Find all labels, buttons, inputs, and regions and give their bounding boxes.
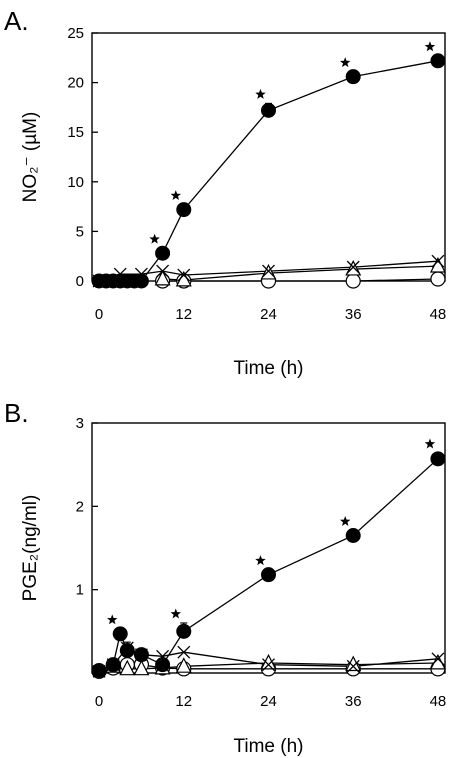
- data-point-filled-circle: [430, 53, 446, 69]
- y-axis-title: NO₂⁻ (µM): [20, 112, 41, 203]
- data-point-cross: [177, 268, 191, 282]
- x-tick-label: 0: [95, 306, 103, 323]
- x-tick-label: 0: [95, 693, 103, 710]
- y-tick-label: 5: [76, 223, 84, 240]
- cross-stroke: [262, 658, 275, 672]
- cross-stroke: [431, 254, 445, 268]
- significance-star: [339, 516, 351, 526]
- x-tick-label: 36: [345, 306, 362, 323]
- y-tick-label: 20: [67, 75, 84, 92]
- data-point-filled-circle: [91, 663, 107, 678]
- panel-label: A.: [4, 6, 29, 36]
- data-point-cross: [431, 254, 445, 268]
- y-tick-label: 10: [67, 174, 84, 191]
- cross-stroke: [346, 260, 360, 274]
- cross-stroke: [177, 268, 191, 282]
- data-point-filled-circle: [345, 528, 361, 543]
- data-point-filled-circle: [105, 657, 121, 673]
- data-point-filled-circle: [119, 643, 135, 658]
- data-point-filled-circle: [155, 657, 171, 673]
- data-point-cross: [431, 652, 445, 666]
- panel-a: A. 0 5 10 15 20 25 0 12 24 36 48 Time (h) NO₂⁻ (µM): [4, 6, 446, 379]
- x-tick-label: 24: [260, 693, 277, 710]
- cross-stroke: [431, 652, 445, 666]
- data-point-filled-circle: [261, 102, 276, 118]
- y-tick-label: 15: [67, 124, 84, 141]
- significance-star: [170, 608, 182, 619]
- cross-stroke: [346, 659, 360, 673]
- cross-stroke: [177, 645, 191, 659]
- significance-star: [170, 190, 182, 201]
- series-line-filled-circle: [98, 458, 439, 672]
- data-point-open-triangle: [260, 263, 277, 280]
- y-axis-title: PGE₂(ng/ml): [20, 495, 41, 602]
- data-point-filled-circle: [345, 69, 361, 85]
- data-point-open-triangle: [154, 269, 171, 286]
- x-tick-label: 12: [175, 306, 192, 323]
- significance-star: [424, 438, 436, 449]
- x-tick-label: 48: [430, 693, 447, 710]
- data-point-open-triangle: [133, 659, 150, 676]
- data-point-open-circle: [430, 271, 446, 287]
- data-point-filled-circle: [112, 626, 128, 642]
- data-point-open-triangle: [175, 657, 192, 673]
- x-tick-label: 12: [175, 693, 192, 710]
- series-line-filled-circle: [99, 60, 439, 282]
- plot-frame: [91, 32, 446, 282]
- x-axis-title: Time (h): [233, 736, 303, 757]
- panel-label: B.: [4, 398, 29, 428]
- x-tick-label: 36: [345, 693, 362, 710]
- cross-stroke: [156, 264, 170, 278]
- cross-stroke: [262, 264, 275, 278]
- y-tick-label: 25: [67, 25, 84, 42]
- data-point-filled-circle: [133, 273, 149, 289]
- significance-star: [107, 614, 118, 625]
- data-point-cross: [262, 658, 275, 672]
- y-tick-label: 3: [76, 415, 84, 432]
- data-point-open-circle: [345, 273, 361, 289]
- significance-star: [339, 57, 351, 68]
- data-point-cross: [346, 260, 360, 274]
- data-point-open-triangle: [429, 653, 446, 670]
- series-line-cross: [98, 260, 438, 282]
- y-tick-label: 2: [76, 498, 84, 515]
- significance-star: [255, 555, 266, 566]
- x-axis-title: Time (h): [233, 358, 303, 379]
- data-point-open-triangle: [345, 259, 362, 276]
- data-point-filled-circle: [430, 451, 446, 467]
- plot-frame: [91, 422, 446, 674]
- data-point-filled-circle: [155, 245, 171, 261]
- data-point-filled-circle: [133, 647, 149, 663]
- data-point-cross: [346, 659, 360, 673]
- significance-star: [255, 88, 266, 99]
- data-point-filled-circle: [176, 623, 192, 639]
- x-tick-label: 24: [260, 306, 277, 323]
- significance-star: [424, 41, 436, 52]
- data-point-filled-circle: [176, 202, 192, 218]
- x-tick-label: 48: [430, 306, 447, 323]
- significance-star: [149, 233, 160, 244]
- data-point-filled-circle: [261, 567, 276, 583]
- data-point-cross: [262, 264, 275, 278]
- y-tick-label: 1: [76, 582, 84, 599]
- data-point-open-triangle: [260, 653, 277, 670]
- data-point-cross: [177, 645, 191, 659]
- data-point-open-triangle: [119, 659, 136, 676]
- y-tick-label: 0: [76, 273, 84, 290]
- data-point-cross: [156, 264, 170, 278]
- series-line-open-triangle: [162, 265, 438, 281]
